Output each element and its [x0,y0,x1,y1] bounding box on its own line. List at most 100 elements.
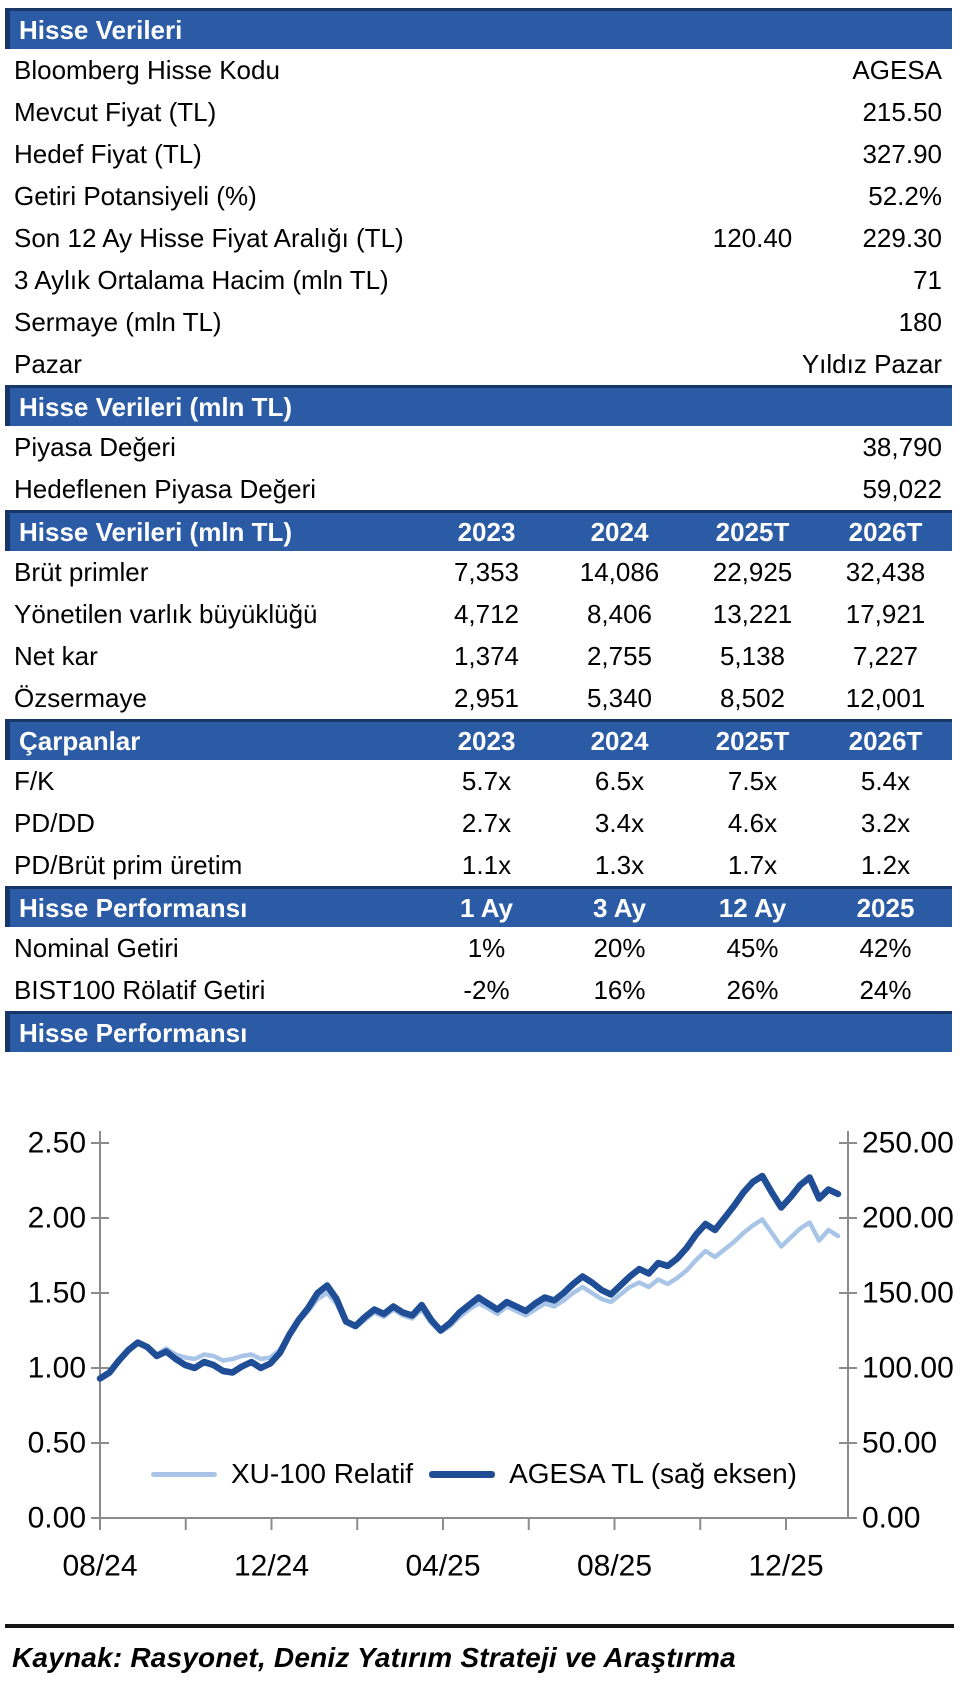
row-label: Son 12 Ay Hisse Fiyat Aralığı (TL) [14,222,404,253]
series-line-xu-100-relatif [97,1217,841,1381]
row-value: 2,951 [453,682,520,713]
row-value: 327.90 [862,138,942,169]
table-row: Özsermaye 2,951 5,340 8,502 12,001 [5,677,952,719]
row-value: Yıldız Pazar [801,348,942,379]
row-value: 7.5x [727,765,778,796]
row-label: Mevcut Fiyat (TL) [14,96,217,127]
legend-label: AGESA TL (sağ eksen) [509,1458,797,1489]
row-value: 1% [467,932,506,963]
table-row: 3 Aylık Ortalama Hacim (mln TL) 71 [5,259,952,301]
right-axis-tick-label: 50.00 [862,1427,937,1460]
row-label: Hedef Fiyat (TL) [14,138,202,169]
row-value: 32,438 [845,556,926,587]
table-row: Sermaye (mln TL) 180 [5,301,952,343]
row-value: 4,712 [453,598,520,629]
column-header: 2025T [715,516,790,547]
legend-item: XU-100 Relatif [150,1458,414,1490]
row-value: 38,790 [862,431,942,462]
table-row: Pazar Yıldız Pazar [5,343,952,385]
right-axis-tick-label: 0.00 [862,1502,920,1535]
x-axis-tick-label: 04/25 [405,1550,480,1583]
row-value: 20% [593,932,646,963]
section-header-label: Hisse Verileri (mln TL) [19,391,293,422]
column-header: 12 Ay [718,892,787,923]
section-header-4: Hisse Performansı 1 Ay 3 Ay 12 Ay 2025 [5,886,952,927]
row-value: 7,227 [852,640,919,671]
table-row: Brüt primler 7,353 14,086 22,925 32,438 [5,551,952,593]
row-value: 4.6x [727,807,778,838]
table-row: BIST100 Rölatif Getiri -2% 16% 26% 24% [5,969,952,1011]
table-row: Hedef Fiyat (TL) 327.90 [5,133,952,175]
legend-label: XU-100 Relatif [230,1458,414,1489]
row-value: 229.30 [862,222,942,253]
right-axis-tick-label: 100.00 [862,1352,954,1385]
section-header-2: Hisse Verileri (mln TL) 2023 2024 2025T 2026… [5,510,952,551]
left-axis-tick-label: 1.50 [28,1277,86,1310]
row-label: Pazar [14,348,82,379]
row-value: 2.7x [461,807,512,838]
table-row: Piyasa Değeri 38,790 [5,426,952,468]
legend-line-sample [150,1471,217,1477]
row-label: Net kar [14,640,98,671]
table-row: Bloomberg Hisse Kodu AGESA [5,49,952,91]
section-header-label: Çarpanlar [19,725,141,756]
row-value: -2% [463,974,510,1005]
row-value: 14,086 [579,556,660,587]
row-value: 1.7x [727,849,778,880]
table-row: Son 12 Ay Hisse Fiyat Aralığı (TL) 120.40… [5,217,952,259]
column-header: 2024 [590,725,649,756]
column-header: 2023 [457,725,516,756]
table-row: F/K 5.7x 6.5x 7.5x 5.4x [5,760,952,802]
column-header: 2024 [590,516,649,547]
row-value: 5.7x [461,765,512,796]
table-row: Yönetilen varlık büyüklüğü 4,712 8,406 13,2… [5,593,952,635]
left-axis-tick-label: 2.50 [28,1127,86,1160]
footer-divider [5,1624,954,1628]
row-value: 17,921 [845,598,926,629]
column-header: 1 Ay [460,892,513,923]
legend-line-sample [429,1470,496,1478]
row-value: 8,406 [586,598,653,629]
row-value: 26% [726,974,779,1005]
row-label: Bloomberg Hisse Kodu [14,54,280,85]
row-label: BIST100 Rölatif Getiri [14,974,266,1005]
right-axis-tick-label: 250.00 [862,1127,954,1160]
column-header: 2025 [856,892,915,923]
section-header-1: Hisse Verileri (mln TL) [5,385,952,426]
column-header: 2026T [848,516,923,547]
row-value: 3.2x [860,807,911,838]
row-value: 5.4x [860,765,911,796]
section-header-label: Hisse Verileri (mln TL) [19,516,293,547]
row-value: 12,001 [845,682,926,713]
row-value: AGESA [852,54,942,85]
table-row: PD/DD 2.7x 3.4x 4.6x 3.2x [5,802,952,844]
left-axis-tick-label: 1.00 [28,1352,86,1385]
performance-chart: 2.50 2.00 1.50 1.00 0.50 0.00 250.00 200.00 150.… [0,1058,960,1598]
row-value: 16% [593,974,646,1005]
row-value: 59,022 [862,473,942,504]
left-axis-tick-label: 2.00 [28,1202,86,1235]
row-value: 180 [898,306,942,337]
row-value: 13,221 [712,598,793,629]
row-value: 2,755 [586,640,653,671]
column-header: 2025T [715,725,790,756]
section-header-label: Hisse Performansı [19,1017,248,1048]
row-value: 5,138 [719,640,786,671]
table-row: Net kar 1,374 2,755 5,138 7,227 [5,635,952,677]
table-row: Nominal Getiri 1% 20% 45% 42% [5,927,952,969]
section-header-label: Hisse Verileri [19,14,183,45]
row-value: 42% [859,932,912,963]
row-value: 52.2% [868,180,942,211]
row-value-low: 120.40 [712,222,793,253]
x-axis-tick-label: 08/24 [62,1550,137,1583]
row-value: 5,340 [586,682,653,713]
column-header: 2023 [457,516,516,547]
row-value: 8,502 [719,682,786,713]
row-value: 71 [913,264,942,295]
row-label: Brüt primler [14,556,149,587]
column-header: 3 Ay [593,892,646,923]
right-axis-tick-label: 200.00 [862,1202,954,1235]
row-label: PD/Brüt prim üretim [14,849,243,880]
table-row: Mevcut Fiyat (TL) 215.50 [5,91,952,133]
